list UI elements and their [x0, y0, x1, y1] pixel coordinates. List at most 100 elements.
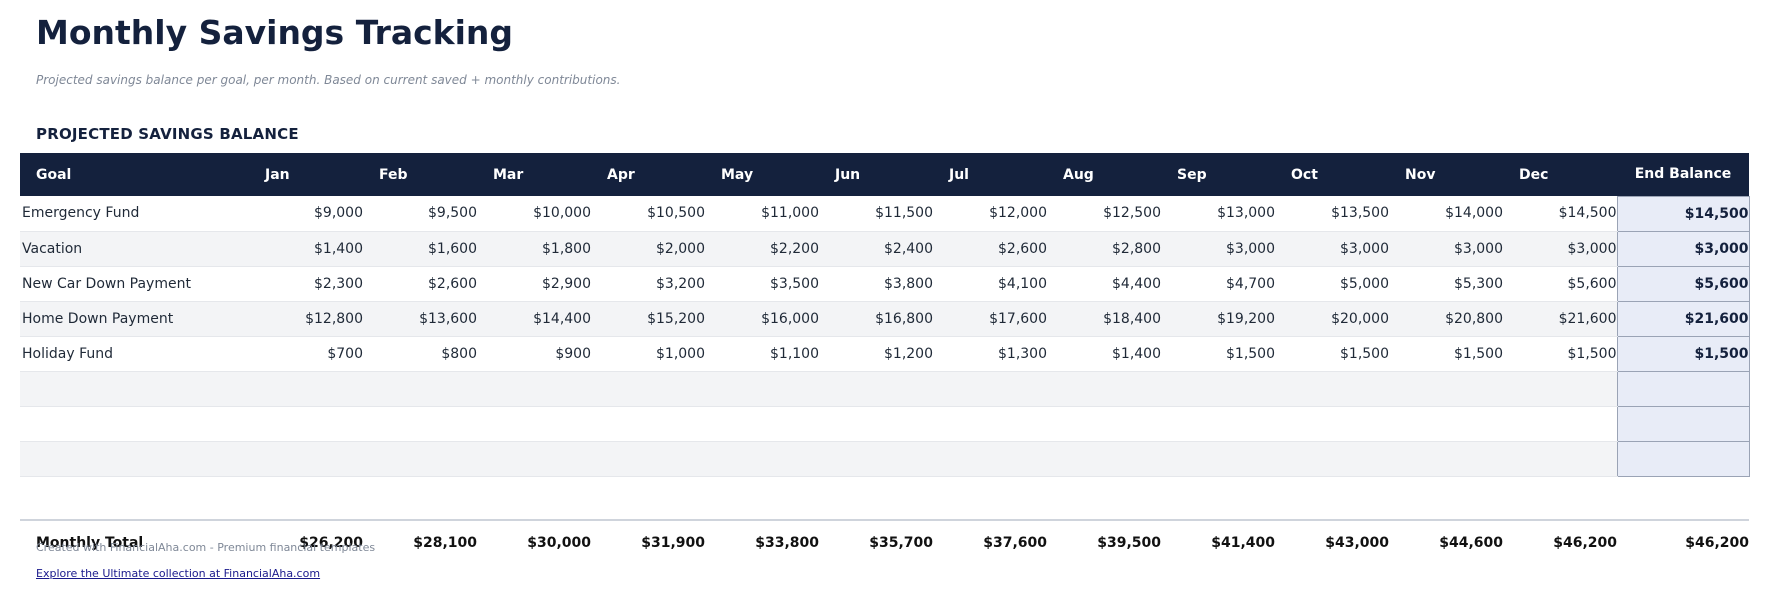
month-value-cell[interactable]: $16,800 — [819, 301, 933, 337]
month-value-cell[interactable] — [363, 406, 477, 442]
month-value-cell[interactable]: $18,400 — [1047, 301, 1161, 337]
month-value-cell[interactable]: $14,400 — [477, 301, 591, 337]
month-value-cell[interactable]: $12,000 — [933, 196, 1047, 232]
month-value-cell[interactable] — [477, 441, 591, 477]
goal-name-cell[interactable]: New Car Down Payment — [20, 266, 249, 302]
month-value-cell[interactable]: $5,000 — [1275, 266, 1389, 302]
month-value-cell[interactable]: $2,300 — [249, 266, 363, 302]
month-value-cell[interactable]: $1,600 — [363, 231, 477, 267]
end-balance-cell[interactable] — [1616, 441, 1750, 477]
month-value-cell[interactable]: $3,000 — [1503, 231, 1617, 267]
month-value-cell[interactable] — [705, 406, 819, 442]
month-value-cell[interactable] — [705, 441, 819, 477]
month-value-cell[interactable]: $19,200 — [1161, 301, 1275, 337]
month-value-cell[interactable] — [933, 406, 1047, 442]
month-value-cell[interactable]: $13,000 — [1161, 196, 1275, 232]
month-value-cell[interactable]: $13,600 — [363, 301, 477, 337]
month-value-cell[interactable]: $800 — [363, 336, 477, 372]
month-value-cell[interactable] — [819, 406, 933, 442]
month-value-cell[interactable]: $10,000 — [477, 196, 591, 232]
month-value-cell[interactable] — [249, 406, 363, 442]
month-value-cell[interactable]: $1,200 — [819, 336, 933, 372]
month-value-cell[interactable]: $17,600 — [933, 301, 1047, 337]
month-value-cell[interactable] — [1503, 441, 1617, 477]
end-balance-cell[interactable]: $3,000 — [1616, 231, 1750, 267]
month-value-cell[interactable]: $3,200 — [591, 266, 705, 302]
month-value-cell[interactable]: $1,300 — [933, 336, 1047, 372]
month-value-cell[interactable] — [933, 441, 1047, 477]
month-value-cell[interactable] — [819, 441, 933, 477]
month-value-cell[interactable] — [1503, 406, 1617, 442]
month-value-cell[interactable]: $3,000 — [1161, 231, 1275, 267]
month-value-cell[interactable]: $2,400 — [819, 231, 933, 267]
month-value-cell[interactable]: $2,600 — [363, 266, 477, 302]
month-value-cell[interactable]: $1,500 — [1161, 336, 1275, 372]
month-value-cell[interactable] — [1275, 371, 1389, 407]
month-value-cell[interactable]: $10,500 — [591, 196, 705, 232]
end-balance-cell[interactable] — [1616, 406, 1750, 442]
month-value-cell[interactable]: $20,000 — [1275, 301, 1389, 337]
month-value-cell[interactable] — [591, 406, 705, 442]
month-value-cell[interactable]: $1,400 — [1047, 336, 1161, 372]
month-value-cell[interactable]: $1,100 — [705, 336, 819, 372]
month-value-cell[interactable]: $2,900 — [477, 266, 591, 302]
month-value-cell[interactable]: $12,500 — [1047, 196, 1161, 232]
month-value-cell[interactable] — [1389, 441, 1503, 477]
month-value-cell[interactable] — [1047, 441, 1161, 477]
month-value-cell[interactable]: $9,500 — [363, 196, 477, 232]
promo-link[interactable]: Explore the Ultimate collection at Finan… — [36, 567, 321, 580]
month-value-cell[interactable]: $5,300 — [1389, 266, 1503, 302]
month-value-cell[interactable] — [819, 371, 933, 407]
month-value-cell[interactable]: $1,500 — [1275, 336, 1389, 372]
month-value-cell[interactable] — [1047, 406, 1161, 442]
month-value-cell[interactable]: $20,800 — [1389, 301, 1503, 337]
month-value-cell[interactable] — [363, 371, 477, 407]
month-value-cell[interactable]: $2,000 — [591, 231, 705, 267]
month-value-cell[interactable]: $13,500 — [1275, 196, 1389, 232]
month-value-cell[interactable]: $15,200 — [591, 301, 705, 337]
month-value-cell[interactable]: $5,600 — [1503, 266, 1617, 302]
end-balance-cell[interactable]: $1,500 — [1616, 336, 1750, 372]
month-value-cell[interactable]: $1,000 — [591, 336, 705, 372]
goal-name-cell[interactable] — [20, 406, 249, 442]
month-value-cell[interactable]: $900 — [477, 336, 591, 372]
goal-name-cell[interactable] — [20, 441, 249, 477]
month-value-cell[interactable]: $3,000 — [1389, 231, 1503, 267]
month-value-cell[interactable]: $12,800 — [249, 301, 363, 337]
month-value-cell[interactable]: $1,500 — [1503, 336, 1617, 372]
month-value-cell[interactable]: $2,600 — [933, 231, 1047, 267]
month-value-cell[interactable] — [1161, 406, 1275, 442]
month-value-cell[interactable]: $21,600 — [1503, 301, 1617, 337]
month-value-cell[interactable] — [249, 371, 363, 407]
month-value-cell[interactable]: $2,800 — [1047, 231, 1161, 267]
month-value-cell[interactable]: $2,200 — [705, 231, 819, 267]
month-value-cell[interactable]: $16,000 — [705, 301, 819, 337]
month-value-cell[interactable]: $11,000 — [705, 196, 819, 232]
month-value-cell[interactable] — [249, 441, 363, 477]
month-value-cell[interactable]: $11,500 — [819, 196, 933, 232]
month-value-cell[interactable]: $14,000 — [1389, 196, 1503, 232]
month-value-cell[interactable] — [1161, 441, 1275, 477]
month-value-cell[interactable]: $3,800 — [819, 266, 933, 302]
goal-name-cell[interactable]: Vacation — [20, 231, 249, 267]
month-value-cell[interactable]: $700 — [249, 336, 363, 372]
month-value-cell[interactable] — [1389, 406, 1503, 442]
month-value-cell[interactable]: $3,000 — [1275, 231, 1389, 267]
month-value-cell[interactable]: $1,400 — [249, 231, 363, 267]
month-value-cell[interactable] — [1161, 371, 1275, 407]
month-value-cell[interactable]: $4,700 — [1161, 266, 1275, 302]
month-value-cell[interactable] — [591, 441, 705, 477]
month-value-cell[interactable]: $3,500 — [705, 266, 819, 302]
month-value-cell[interactable] — [933, 371, 1047, 407]
end-balance-cell[interactable]: $5,600 — [1616, 266, 1750, 302]
month-value-cell[interactable]: $4,400 — [1047, 266, 1161, 302]
month-value-cell[interactable]: $4,100 — [933, 266, 1047, 302]
end-balance-cell[interactable]: $14,500 — [1616, 195, 1750, 232]
goal-name-cell[interactable]: Emergency Fund — [20, 196, 249, 232]
end-balance-cell[interactable]: $21,600 — [1616, 301, 1750, 337]
goal-name-cell[interactable] — [20, 371, 249, 407]
month-value-cell[interactable] — [363, 441, 477, 477]
month-value-cell[interactable]: $1,500 — [1389, 336, 1503, 372]
month-value-cell[interactable] — [705, 371, 819, 407]
month-value-cell[interactable] — [477, 371, 591, 407]
